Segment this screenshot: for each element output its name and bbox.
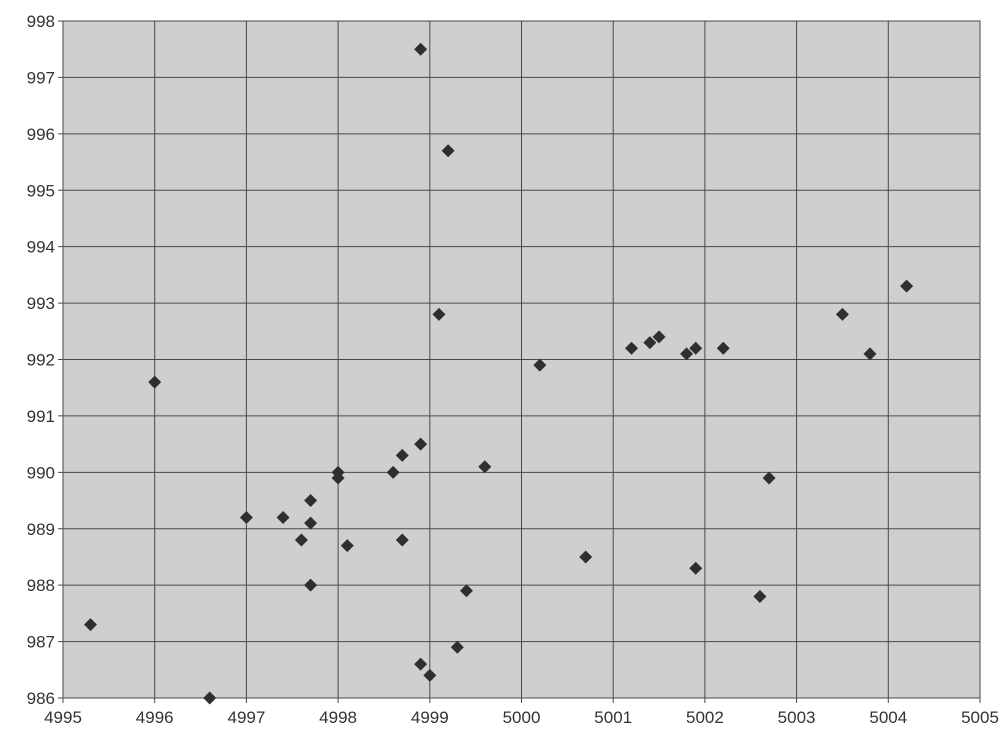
- data-point-marker: [304, 516, 318, 530]
- data-point-marker: [203, 691, 217, 705]
- data-point-marker: [84, 618, 98, 632]
- x-tick-label: 5005: [961, 708, 999, 727]
- y-tick-label: 990: [27, 463, 55, 482]
- data-point-marker: [835, 307, 849, 321]
- data-point-marker: [762, 471, 776, 485]
- data-point-marker: [689, 561, 703, 575]
- data-point-marker: [304, 494, 318, 508]
- y-tick-label: 998: [27, 12, 55, 31]
- data-point-marker: [304, 578, 318, 592]
- y-tick-label: 993: [27, 294, 55, 313]
- data-point-marker: [414, 437, 428, 451]
- x-tick-label: 4996: [136, 708, 174, 727]
- x-tick-label: 5003: [778, 708, 816, 727]
- x-tick-label: 4999: [411, 708, 449, 727]
- data-point-marker: [395, 448, 409, 462]
- data-point-marker: [689, 341, 703, 355]
- data-point-marker: [331, 471, 345, 485]
- data-point-marker: [478, 460, 492, 474]
- y-axis-tick-labels: 986 987 988 989 990 991 992 993 994 995 996 997 998: [27, 12, 55, 708]
- data-point-marker: [148, 375, 162, 389]
- data-point-marker: [386, 465, 400, 479]
- x-tick-label: 5002: [686, 708, 724, 727]
- data-point-marker: [579, 550, 593, 564]
- data-point-marker: [459, 584, 473, 598]
- data-point-marker: [395, 533, 409, 547]
- y-tick-label: 991: [27, 407, 55, 426]
- data-point-marker: [432, 307, 446, 321]
- x-tick-label: 5000: [503, 708, 541, 727]
- x-tick-label: 5001: [594, 708, 632, 727]
- data-point-marker: [276, 510, 290, 524]
- y-tick-label: 988: [27, 576, 55, 595]
- x-tick-label: 4997: [227, 708, 265, 727]
- data-point-marker: [423, 668, 437, 682]
- y-tick-label: 992: [27, 351, 55, 370]
- y-tick-label: 996: [27, 125, 55, 144]
- data-point-marker: [294, 533, 308, 547]
- data-points: [84, 42, 914, 705]
- gridlines: [58, 20, 981, 703]
- data-point-marker: [340, 539, 354, 553]
- data-point-marker: [753, 589, 767, 603]
- data-point-marker: [533, 358, 547, 372]
- data-point-marker: [716, 341, 730, 355]
- data-point-marker: [900, 279, 914, 293]
- data-point-marker: [863, 347, 877, 361]
- data-point-marker: [239, 510, 253, 524]
- y-tick-label: 987: [27, 633, 55, 652]
- data-point-marker: [652, 330, 666, 344]
- y-tick-label: 986: [27, 689, 55, 708]
- x-tick-label: 4995: [44, 708, 82, 727]
- data-point-marker: [450, 640, 464, 654]
- y-tick-label: 989: [27, 520, 55, 539]
- data-point-marker: [680, 347, 694, 361]
- y-tick-label: 994: [27, 238, 55, 257]
- x-tick-label: 5004: [869, 708, 907, 727]
- data-point-marker: [414, 657, 428, 671]
- data-point-marker: [643, 336, 657, 350]
- y-tick-label: 995: [27, 181, 55, 200]
- data-point-marker: [414, 42, 428, 56]
- data-point-marker: [625, 341, 639, 355]
- x-axis-tick-labels: 4995 4996 4997 4998 4999 5000 5001 5002 5003 5004…: [44, 708, 999, 727]
- data-point-marker: [441, 144, 455, 158]
- x-tick-label: 4998: [319, 708, 357, 727]
- y-tick-label: 997: [27, 68, 55, 87]
